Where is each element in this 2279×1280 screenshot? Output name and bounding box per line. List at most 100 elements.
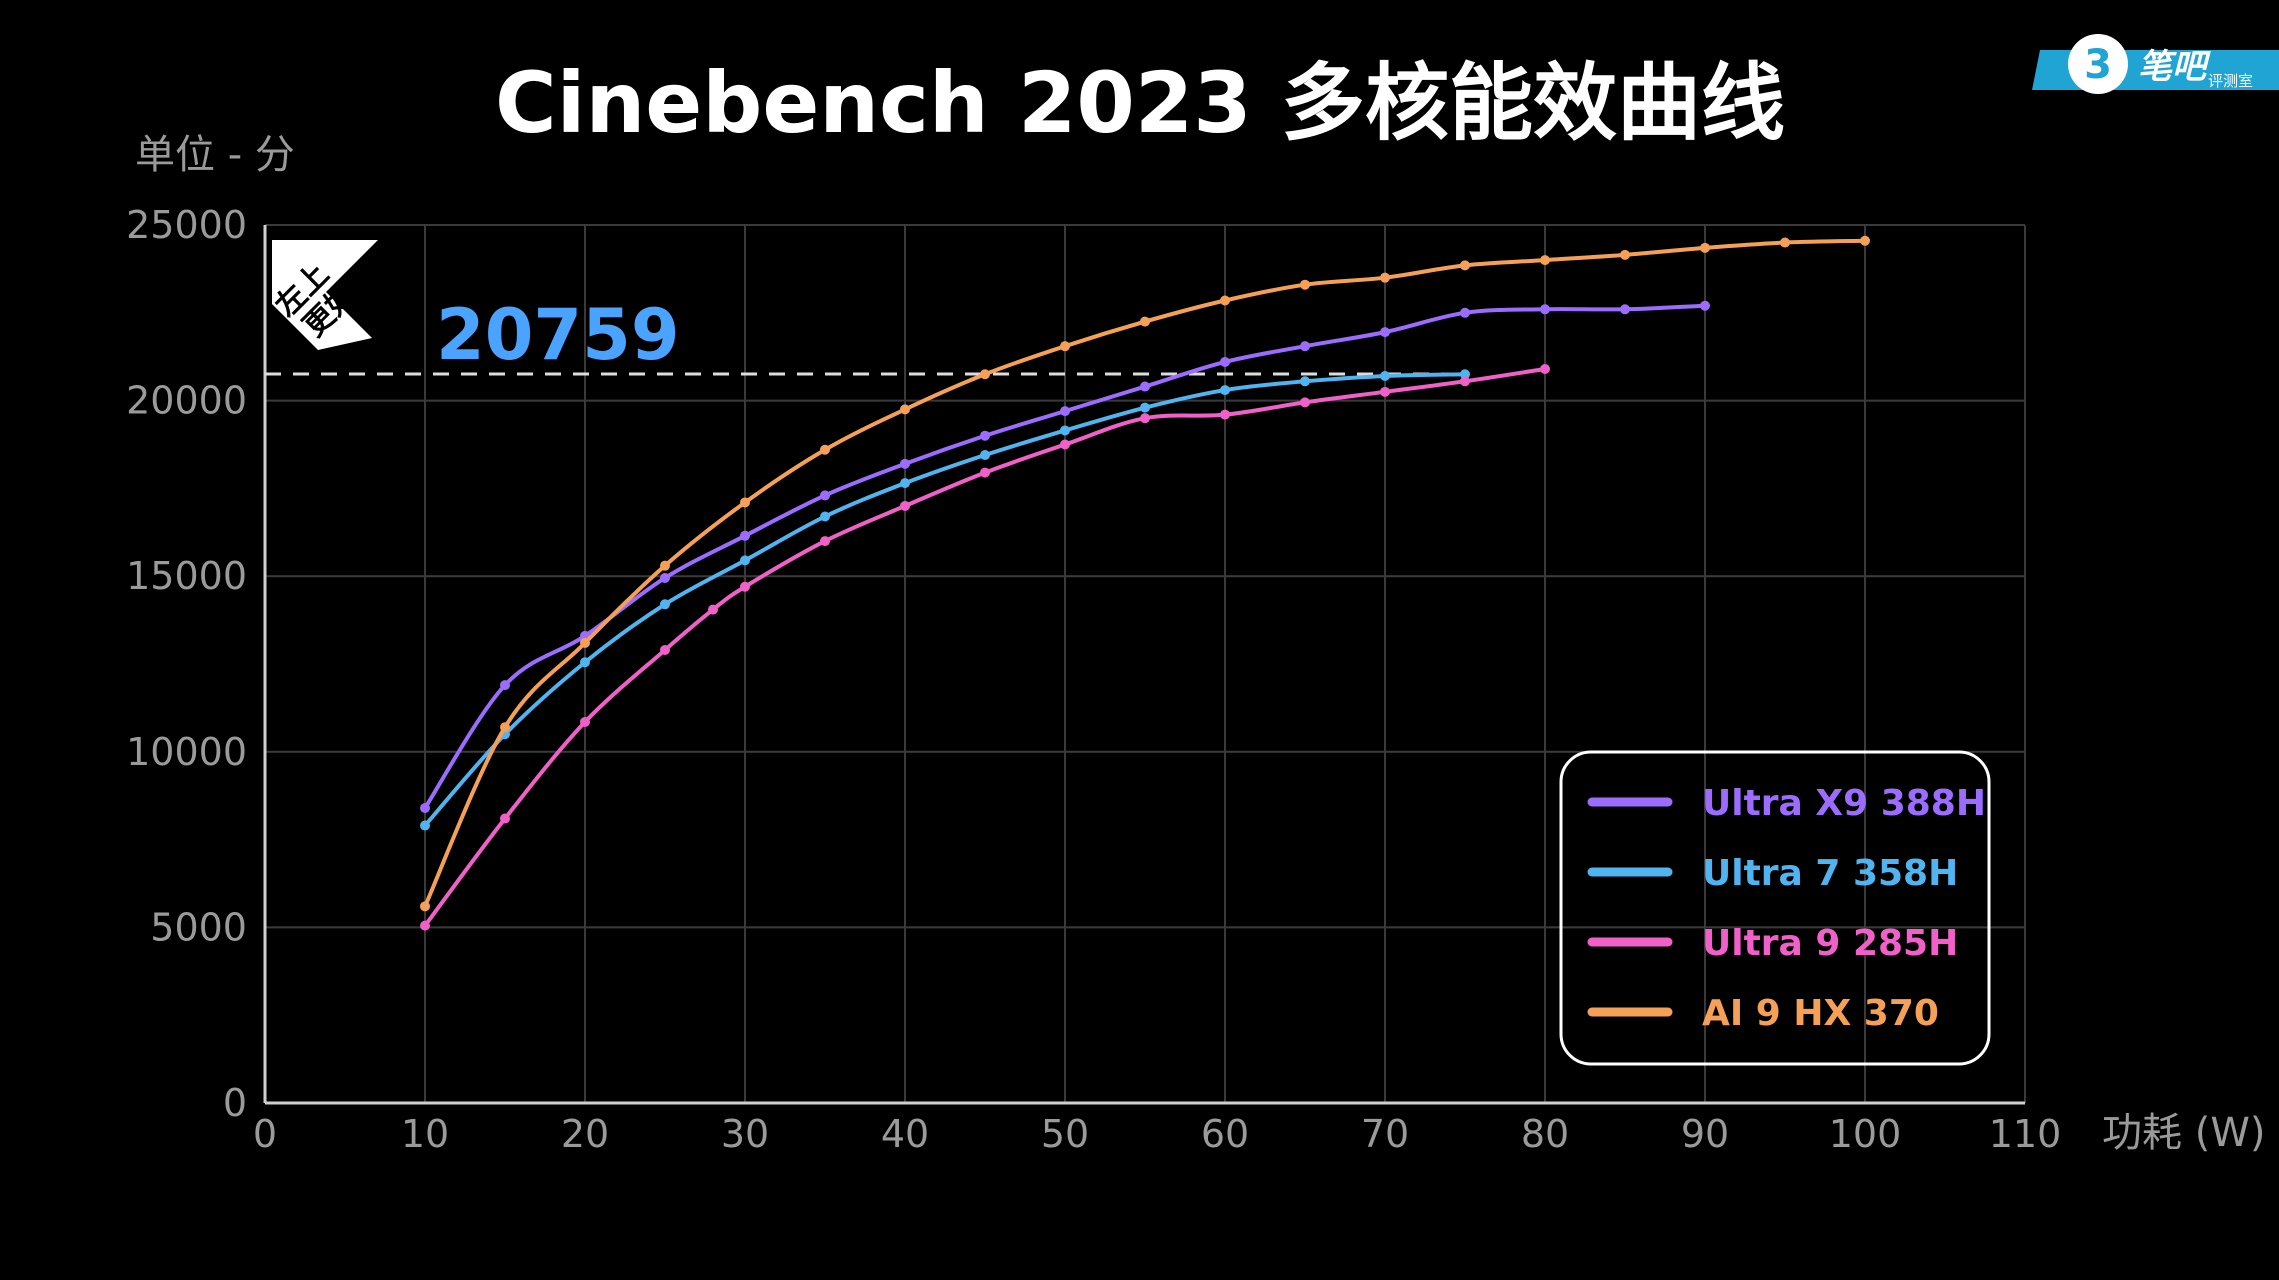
data-point-series-0 — [660, 572, 670, 583]
number-3-icon — [2068, 34, 2128, 94]
brand-watermark: 3 笔吧 评测室 — [2032, 34, 2279, 94]
data-point-series-2 — [1140, 413, 1150, 424]
data-point-series-0 — [1300, 341, 1310, 352]
x-tick-label: 90 — [1681, 1112, 1729, 1156]
x-tick-label: 50 — [1041, 1112, 1089, 1156]
watermark-text: 笔吧 — [2138, 47, 2211, 87]
series-line-3 — [423, 238, 1867, 909]
y-tick-label: 25000 — [126, 203, 247, 247]
axis-ticks: 0 10 20 30 40 50 60 70 80 90 100 110 0 5000 10000 15000… — [126, 203, 2061, 1156]
data-point-series-2 — [660, 644, 670, 655]
data-point-series-3 — [1380, 272, 1390, 283]
data-point-series-3 — [580, 637, 590, 648]
data-point-series-0 — [1460, 307, 1470, 318]
data-point-series-2 — [500, 813, 510, 824]
data-point-series-3 — [420, 901, 430, 912]
watermark-subtext: 评测室 — [2208, 72, 2253, 90]
chart-title: Cinebench 2023 多核能效曲线 — [495, 54, 1785, 152]
badge-arrow-shape — [272, 240, 378, 350]
y-tick-label: 5000 — [150, 905, 247, 949]
data-point-series-1 — [980, 450, 990, 461]
data-point-series-0 — [820, 490, 830, 501]
data-point-series-0 — [1620, 304, 1630, 315]
legend-label-0: Ultra X9 388H — [1702, 783, 1986, 824]
series-group — [420, 235, 1870, 931]
data-point-series-1 — [900, 478, 910, 489]
x-tick-label: 30 — [721, 1112, 769, 1156]
reference-line-group: 20759 — [265, 294, 1465, 376]
data-point-series-0 — [420, 802, 430, 813]
data-point-series-3 — [900, 404, 910, 415]
data-point-series-1 — [1140, 402, 1150, 413]
data-point-series-1 — [660, 599, 670, 610]
legend-label-2: Ultra 9 285H — [1702, 923, 1958, 964]
y-tick-label: 0 — [223, 1081, 247, 1125]
y-tick-label: 15000 — [126, 554, 247, 598]
y-axis-label: 单位 - 分 — [135, 132, 295, 178]
legend-label-1: Ultra 7 358H — [1702, 853, 1958, 894]
series-line-2 — [423, 366, 1547, 928]
data-point-series-0 — [1220, 356, 1230, 367]
data-point-series-2 — [820, 536, 830, 547]
data-point-series-3 — [1620, 249, 1630, 260]
x-tick-label: 0 — [253, 1112, 277, 1156]
data-point-series-1 — [1220, 385, 1230, 396]
data-point-series-3 — [660, 560, 670, 571]
data-point-series-3 — [1300, 279, 1310, 290]
watermark-icon-glyph: 3 — [2084, 42, 2112, 88]
data-point-series-3 — [740, 497, 750, 508]
data-point-series-2 — [980, 467, 990, 478]
data-point-series-2 — [900, 500, 910, 511]
legend: Ultra X9 388H Ultra 7 358H Ultra 9 285H AI … — [1559, 750, 1991, 1066]
better-badge: 左上 更好 — [269, 240, 378, 350]
data-point-series-0 — [1060, 406, 1070, 417]
data-point-series-2 — [1060, 439, 1070, 450]
data-point-series-1 — [580, 657, 590, 668]
data-point-series-3 — [1700, 242, 1710, 253]
data-point-series-3 — [500, 722, 510, 733]
y-tick-label: 20000 — [126, 379, 247, 423]
x-tick-label: 100 — [1829, 1112, 1902, 1156]
data-point-series-2 — [420, 920, 430, 931]
x-tick-label: 10 — [401, 1112, 449, 1156]
data-point-series-1 — [740, 555, 750, 566]
data-point-series-0 — [900, 458, 910, 469]
series-line-1 — [423, 372, 1467, 828]
data-point-series-0 — [980, 430, 990, 441]
data-point-series-1 — [1300, 376, 1310, 387]
legend-label-3: AI 9 HX 370 — [1702, 993, 1939, 1034]
x-tick-label: 110 — [1989, 1112, 2062, 1156]
x-tick-label: 40 — [881, 1112, 929, 1156]
data-point-series-0 — [1140, 381, 1150, 392]
data-point-series-0 — [1380, 327, 1390, 338]
data-point-series-3 — [1860, 235, 1870, 246]
data-point-series-1 — [1060, 425, 1070, 436]
data-point-series-2 — [708, 604, 718, 615]
data-point-series-0 — [500, 680, 510, 691]
data-point-series-3 — [1060, 341, 1070, 352]
data-point-series-2 — [1380, 386, 1390, 397]
data-point-series-3 — [1540, 255, 1550, 266]
x-axis-label: 功耗 (W) — [2102, 1110, 2265, 1156]
data-point-series-3 — [1460, 260, 1470, 271]
data-point-series-0 — [1540, 304, 1550, 315]
data-point-series-2 — [740, 581, 750, 592]
data-point-series-1 — [1380, 371, 1390, 382]
x-tick-label: 20 — [561, 1112, 609, 1156]
data-point-series-1 — [820, 511, 830, 522]
data-point-series-1 — [1460, 369, 1470, 380]
data-point-series-0 — [1700, 300, 1710, 311]
data-point-series-3 — [1220, 295, 1230, 306]
data-point-series-2 — [580, 716, 590, 727]
data-point-series-3 — [820, 444, 830, 455]
data-point-series-2 — [1460, 376, 1470, 387]
x-tick-label: 70 — [1361, 1112, 1409, 1156]
data-point-series-2 — [1300, 397, 1310, 408]
data-point-series-2 — [1540, 363, 1550, 374]
y-tick-label: 10000 — [126, 730, 247, 774]
data-point-series-1 — [420, 820, 430, 831]
reference-value-label: 20759 — [436, 294, 680, 376]
data-point-series-3 — [980, 369, 990, 380]
data-point-series-3 — [1140, 316, 1150, 327]
